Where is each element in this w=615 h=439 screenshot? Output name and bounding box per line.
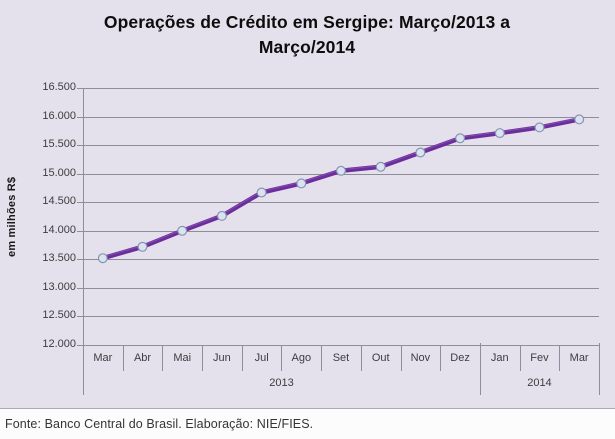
chart-title: Operações de Crédito em Sergipe: Março/2… xyxy=(103,12,511,57)
month-tick xyxy=(281,345,282,371)
x-tick-label: Nov xyxy=(410,352,431,364)
gridline xyxy=(77,202,599,203)
data-point-marker xyxy=(336,165,347,176)
year-group-label: 2014 xyxy=(527,377,552,389)
y-tick-label: 12.000 xyxy=(42,338,76,350)
y-axis-line xyxy=(83,88,84,395)
x-tick-label: Ago xyxy=(291,352,312,364)
x-tick-label: Jun xyxy=(213,352,231,364)
x-tick-label: Set xyxy=(332,352,350,364)
data-point-marker xyxy=(216,210,227,221)
y-tick-label: 15.500 xyxy=(42,138,76,150)
year-boundary-tick xyxy=(480,343,481,395)
month-tick xyxy=(162,345,163,371)
x-tick-label: Jul xyxy=(254,352,269,364)
x-tick-label: Mar xyxy=(93,352,113,364)
x-tick-label: Abr xyxy=(133,352,152,364)
y-axis-title: em milhões R$ xyxy=(6,176,18,257)
gridline xyxy=(77,345,599,346)
x-tick-label: Jan xyxy=(490,352,509,364)
gridline xyxy=(77,259,599,260)
y-tick-label: 13.000 xyxy=(42,281,76,293)
data-point-marker xyxy=(256,187,267,198)
y-tick-label: 16.500 xyxy=(42,81,76,93)
x-tick-label: Fev xyxy=(530,352,549,364)
y-tick-label: 14.000 xyxy=(42,224,76,236)
data-point-marker xyxy=(534,122,545,133)
data-point-marker xyxy=(494,128,505,139)
x-tick-label: Mar xyxy=(569,352,589,364)
x-tick-label: Out xyxy=(371,352,390,364)
data-point-marker xyxy=(415,147,426,158)
gridline xyxy=(77,88,599,89)
data-point-marker xyxy=(137,241,148,252)
y-tick-label: 12.500 xyxy=(42,309,76,321)
data-point-marker xyxy=(574,114,585,125)
month-tick xyxy=(440,345,441,371)
month-tick xyxy=(361,345,362,371)
data-point-marker xyxy=(177,225,188,236)
gridline xyxy=(77,117,599,118)
month-tick xyxy=(242,345,243,371)
month-tick xyxy=(401,345,402,371)
month-tick xyxy=(321,345,322,371)
gridline xyxy=(77,316,599,317)
source-note: Fonte: Banco Central do Brasil. Elaboraç… xyxy=(0,408,615,439)
y-tick-label: 16.000 xyxy=(42,110,76,122)
chart-card: Operações de Crédito em Sergipe: Março/2… xyxy=(0,0,615,408)
data-point-marker xyxy=(296,178,307,189)
gridline xyxy=(77,231,599,232)
month-tick xyxy=(520,345,521,371)
month-tick xyxy=(123,345,124,371)
y-tick-label: 15.000 xyxy=(42,167,76,179)
line-series xyxy=(97,114,585,264)
x-tick-label: Dez xyxy=(450,352,470,364)
y-tick-label: 13.500 xyxy=(42,252,76,264)
month-tick xyxy=(202,345,203,371)
x-tick-label: Mai xyxy=(173,352,192,364)
data-point-marker xyxy=(375,161,386,172)
axis-end-tick xyxy=(599,343,600,395)
year-group-label: 2013 xyxy=(269,377,294,389)
gridline xyxy=(77,288,599,289)
gridline xyxy=(77,145,599,146)
month-tick xyxy=(559,345,560,371)
data-point-marker xyxy=(97,253,108,264)
y-tick-label: 14.500 xyxy=(42,195,76,207)
series-line xyxy=(100,117,582,261)
data-point-marker xyxy=(455,133,466,144)
